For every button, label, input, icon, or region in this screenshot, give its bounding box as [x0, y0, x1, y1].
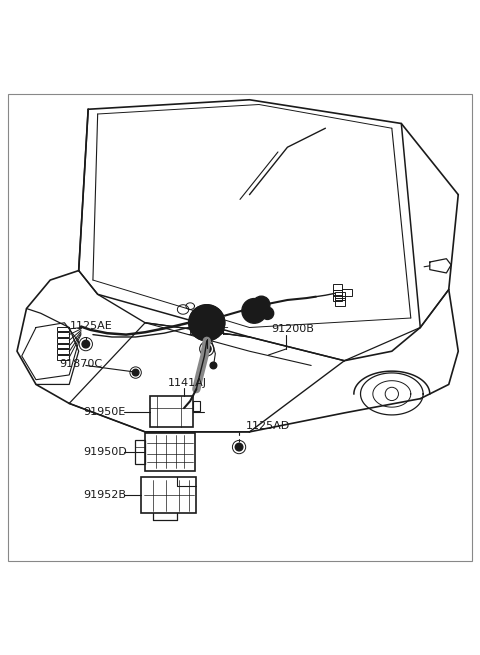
Text: 1125AD: 1125AD [246, 421, 290, 431]
Circle shape [210, 362, 217, 369]
Bar [57, 355, 69, 360]
Text: 91950E: 91950E [84, 407, 126, 417]
Bar [335, 292, 345, 299]
Text: 91200B: 91200B [271, 324, 314, 335]
Bar [150, 396, 192, 427]
Text: 1327AE: 1327AE [187, 328, 230, 337]
Circle shape [261, 307, 274, 320]
Text: 1125AE: 1125AE [70, 321, 113, 331]
Bar [342, 289, 352, 296]
Bar [57, 344, 69, 348]
Bar [335, 298, 345, 306]
Text: 91950D: 91950D [84, 447, 127, 457]
Bar [333, 295, 342, 301]
Bar [57, 338, 69, 343]
Bar [192, 401, 200, 411]
Bar [145, 433, 195, 471]
Bar [57, 349, 69, 354]
Circle shape [189, 305, 225, 341]
Bar [135, 440, 145, 464]
Circle shape [253, 296, 270, 313]
Circle shape [132, 369, 139, 376]
Circle shape [242, 299, 266, 323]
Bar [141, 477, 196, 513]
Bar [57, 327, 69, 331]
Text: 1141AJ: 1141AJ [168, 379, 207, 388]
Bar [333, 290, 342, 295]
Circle shape [82, 341, 90, 348]
Text: 91870C: 91870C [60, 358, 103, 369]
Circle shape [235, 443, 243, 451]
Circle shape [203, 345, 211, 353]
Bar [333, 284, 342, 290]
Text: 91952B: 91952B [84, 490, 126, 500]
Bar [57, 332, 69, 337]
